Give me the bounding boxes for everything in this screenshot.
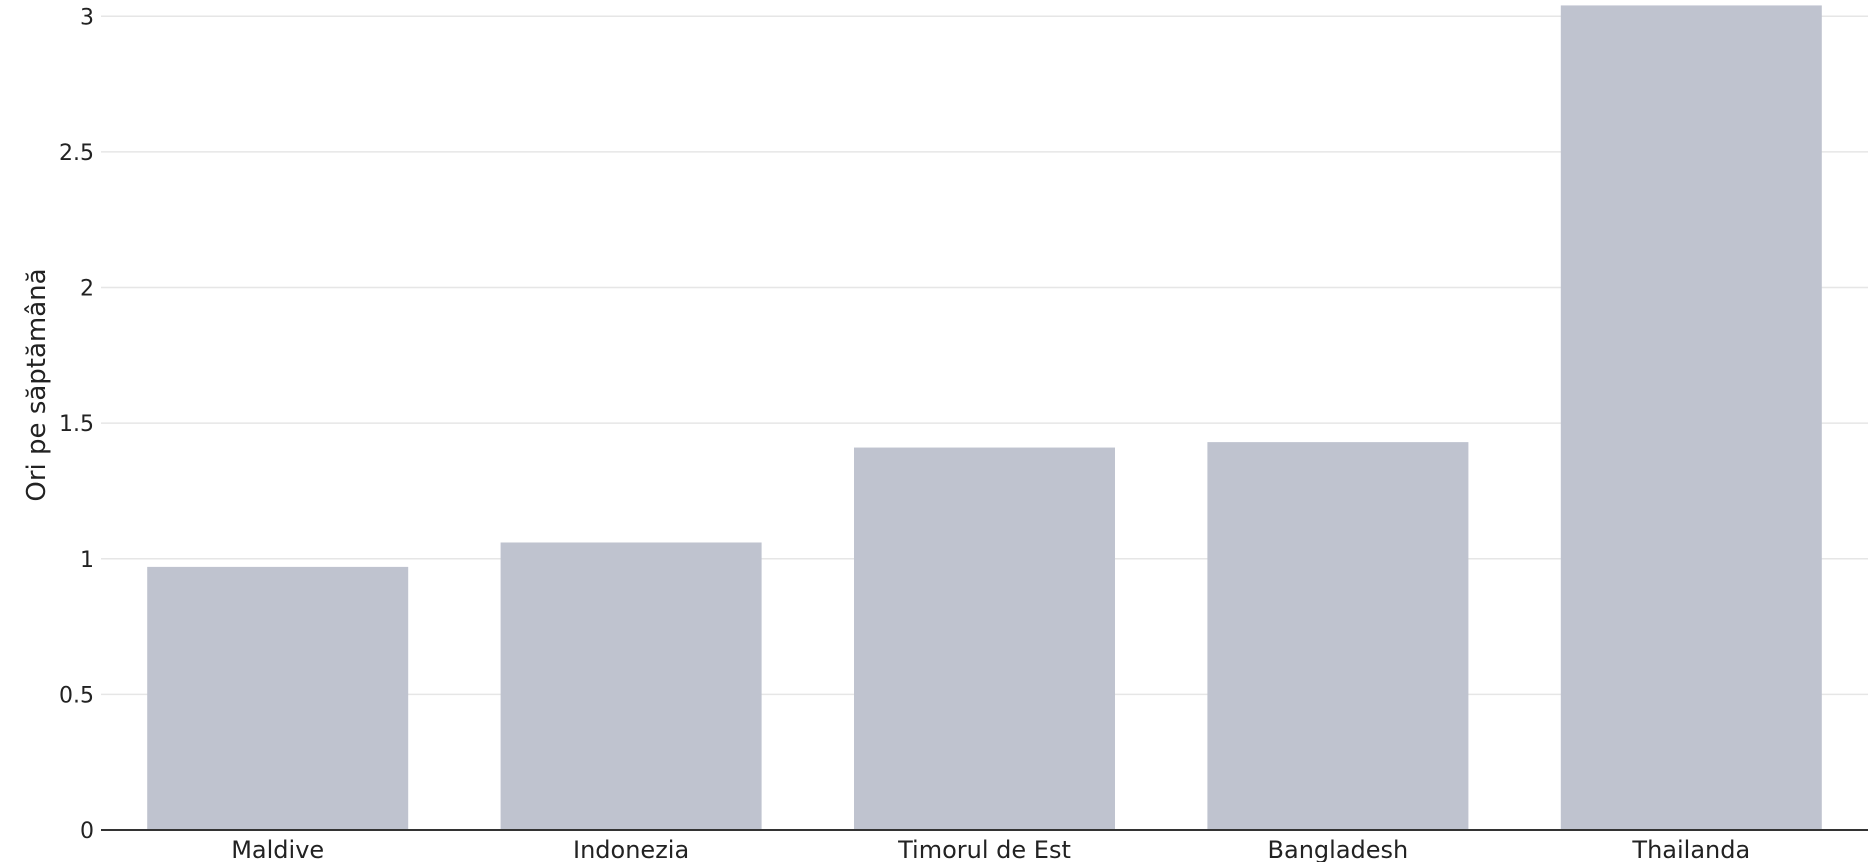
- category-label: Maldive: [231, 836, 324, 862]
- bar: [147, 566, 409, 830]
- bar: [500, 542, 762, 830]
- y-tick-label: 1: [80, 548, 94, 573]
- y-tick-label: 2: [80, 277, 94, 302]
- bar: [854, 447, 1115, 830]
- category-label: Indonezia: [573, 836, 689, 862]
- bars: [147, 5, 1822, 830]
- y-tick-label: 1.5: [59, 412, 94, 437]
- y-tick-label: 0: [80, 819, 94, 844]
- bar: [1560, 5, 1822, 830]
- y-tick-labels: 0 0.5 1 1.5 2 2.5 3: [59, 5, 94, 844]
- category-label: Bangladesh: [1268, 836, 1409, 862]
- y-tick-label: 2.5: [59, 141, 94, 166]
- category-label: Timorul de Est: [897, 836, 1071, 862]
- category-labels: Maldive Indonezia Timorul de Est Bangladesh…: [231, 836, 1750, 862]
- category-label: Thailanda: [1631, 836, 1750, 862]
- y-tick-label: 0.5: [59, 683, 94, 708]
- bar: [1207, 442, 1469, 830]
- y-tick-label: 3: [80, 5, 94, 30]
- y-axis-title: Ori pe săptămână: [22, 268, 52, 501]
